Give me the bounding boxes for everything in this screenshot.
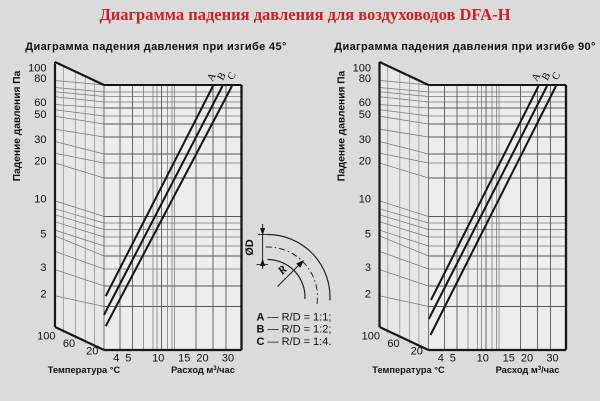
svg-text:C: C: [550, 71, 563, 83]
svg-text:15: 15: [178, 352, 190, 364]
svg-text:50: 50: [359, 109, 371, 121]
svg-text:B: B: [216, 71, 229, 83]
svg-text:Расход м3/час: Расход м3/час: [496, 365, 560, 375]
svg-text:4: 4: [113, 352, 119, 364]
svg-text:15: 15: [503, 352, 515, 364]
svg-text:5: 5: [450, 352, 456, 364]
svg-text:30: 30: [222, 352, 234, 364]
svg-text:Температура °C: Температура °C: [372, 365, 445, 375]
svg-text:4: 4: [438, 352, 444, 364]
svg-text:B: B: [540, 71, 553, 83]
svg-text:C: C: [226, 71, 239, 83]
svg-text:20: 20: [34, 156, 46, 168]
svg-text:3: 3: [365, 262, 371, 274]
svg-text:20: 20: [359, 156, 371, 168]
svg-text:B — R/D = 1:2;: B — R/D = 1:2;: [257, 324, 332, 336]
svg-text:Расход м3/час: Расход м3/час: [171, 365, 235, 375]
svg-text:100: 100: [353, 63, 371, 75]
svg-text:ØD: ØD: [244, 239, 256, 256]
svg-text:5: 5: [365, 229, 371, 241]
svg-text:Падение давления Па: Падение давления Па: [12, 70, 23, 181]
svg-text:60: 60: [387, 338, 399, 350]
svg-text:5: 5: [125, 352, 131, 364]
svg-text:Диаграмма падения давления для: Диаграмма падения давления для воздухово…: [99, 5, 510, 24]
svg-text:80: 80: [34, 73, 46, 85]
svg-text:10: 10: [477, 352, 489, 364]
svg-text:100: 100: [28, 63, 46, 75]
svg-text:20: 20: [86, 346, 98, 358]
svg-text:20: 20: [411, 346, 423, 358]
svg-text:Падение давления Па: Падение давления Па: [337, 70, 348, 181]
svg-text:80: 80: [359, 73, 371, 85]
svg-text:2: 2: [40, 288, 46, 300]
svg-text:10: 10: [34, 194, 46, 206]
svg-text:60: 60: [34, 97, 46, 109]
svg-text:60: 60: [63, 338, 75, 350]
svg-text:30: 30: [34, 134, 46, 146]
svg-text:3: 3: [40, 262, 46, 274]
svg-text:5: 5: [40, 229, 46, 241]
svg-text:Температура °C: Температура °C: [48, 365, 121, 375]
svg-text:30: 30: [546, 352, 558, 364]
svg-text:2: 2: [365, 288, 371, 300]
svg-text:10: 10: [359, 194, 371, 206]
svg-text:A — R/D = 1:1;: A — R/D = 1:1;: [257, 311, 332, 323]
svg-text:60: 60: [359, 97, 371, 109]
svg-text:100: 100: [37, 330, 55, 342]
svg-text:30: 30: [359, 134, 371, 146]
svg-text:10: 10: [152, 352, 164, 364]
svg-text:C — R/D = 1:4.: C — R/D = 1:4.: [257, 336, 332, 348]
svg-text:100: 100: [362, 330, 380, 342]
svg-text:50: 50: [34, 109, 46, 121]
svg-text:20: 20: [196, 352, 208, 364]
svg-text:Диаграмма падения давления при: Диаграмма падения давления при изгибе 90…: [334, 41, 595, 53]
svg-text:20: 20: [521, 352, 533, 364]
svg-text:Диаграмма падения давления при: Диаграмма падения давления при изгибе 45…: [25, 41, 286, 53]
